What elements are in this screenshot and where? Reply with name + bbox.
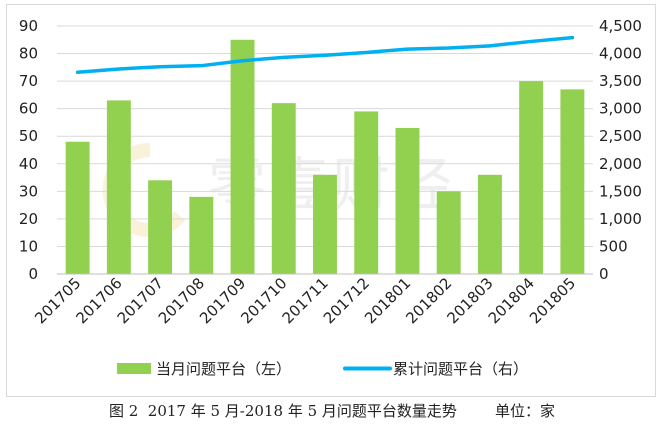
line-series: [75, 35, 575, 75]
bar: [148, 180, 173, 274]
left-tick-label: 60: [19, 100, 38, 118]
right-axis: 0 500 1,000 1,500 2,000 2,500 3,000 3,500 4,000 4…: [599, 17, 642, 283]
bar: [354, 111, 379, 274]
right-tick-label: 1,500: [599, 182, 642, 200]
line-point: [199, 64, 203, 68]
bar: [436, 191, 461, 274]
x-tick-label: 201805: [526, 274, 579, 327]
left-tick-label: 90: [19, 17, 38, 35]
bar-series: [65, 39, 585, 275]
left-tick-label: 20: [19, 210, 38, 228]
right-tick-label: 4,000: [599, 45, 642, 63]
line-point: [529, 39, 533, 44]
right-tick-label: 3,000: [599, 100, 642, 118]
chart-frame: [6, 4, 656, 397]
bar: [271, 103, 296, 275]
line-point: [488, 44, 492, 48]
left-tick-label: 10: [19, 237, 38, 255]
legend: 当月问题平台（左） 累计问题平台（右）: [117, 360, 528, 378]
line-point: [405, 47, 410, 51]
bar: [106, 100, 131, 275]
bar: [189, 196, 214, 274]
left-tick-label: 80: [19, 45, 38, 63]
line-point: [76, 70, 80, 74]
line-point: [447, 46, 451, 50]
bar: [560, 89, 585, 274]
line-point: [117, 67, 121, 71]
bar: [395, 127, 420, 274]
right-tick-label: 3,500: [599, 72, 642, 90]
right-tick-label: 2,500: [599, 127, 642, 145]
right-tick-label: 2,000: [599, 155, 642, 173]
left-axis: 0 10 20 30 40 50 60 70 80 90: [19, 17, 38, 283]
right-tick-label: 0: [599, 265, 609, 283]
right-tick-label: 500: [599, 237, 628, 255]
legend-line-label: 累计问题平台（右）: [393, 360, 528, 378]
left-tick-label: 40: [19, 155, 38, 173]
right-tick-label: 1,000: [599, 210, 642, 228]
line-point: [282, 55, 286, 60]
left-tick-label: 70: [19, 72, 38, 90]
left-tick-label: 50: [19, 127, 38, 145]
figure-caption: 图 2 2017 年 5 月-2018 年 5 月问题平台数量走势 单位：家: [108, 402, 556, 420]
line-point: [364, 50, 368, 55]
right-tick-label: 4,500: [599, 17, 642, 35]
legend-bar-swatch: [117, 363, 151, 374]
bar: [519, 81, 544, 274]
x-axis: 2017052017062017072017082017092017102017…: [31, 273, 593, 327]
bar: [230, 39, 255, 275]
line-point: [570, 35, 574, 40]
legend-bar-label: 当月问题平台（左）: [156, 360, 291, 378]
bar: [477, 174, 502, 274]
line-point: [240, 59, 245, 63]
bar: [313, 174, 337, 274]
line-point: [158, 65, 162, 69]
left-tick-label: 30: [19, 182, 38, 200]
left-tick-label: 0: [28, 265, 38, 283]
bar: [65, 141, 90, 274]
line-point: [323, 53, 327, 57]
